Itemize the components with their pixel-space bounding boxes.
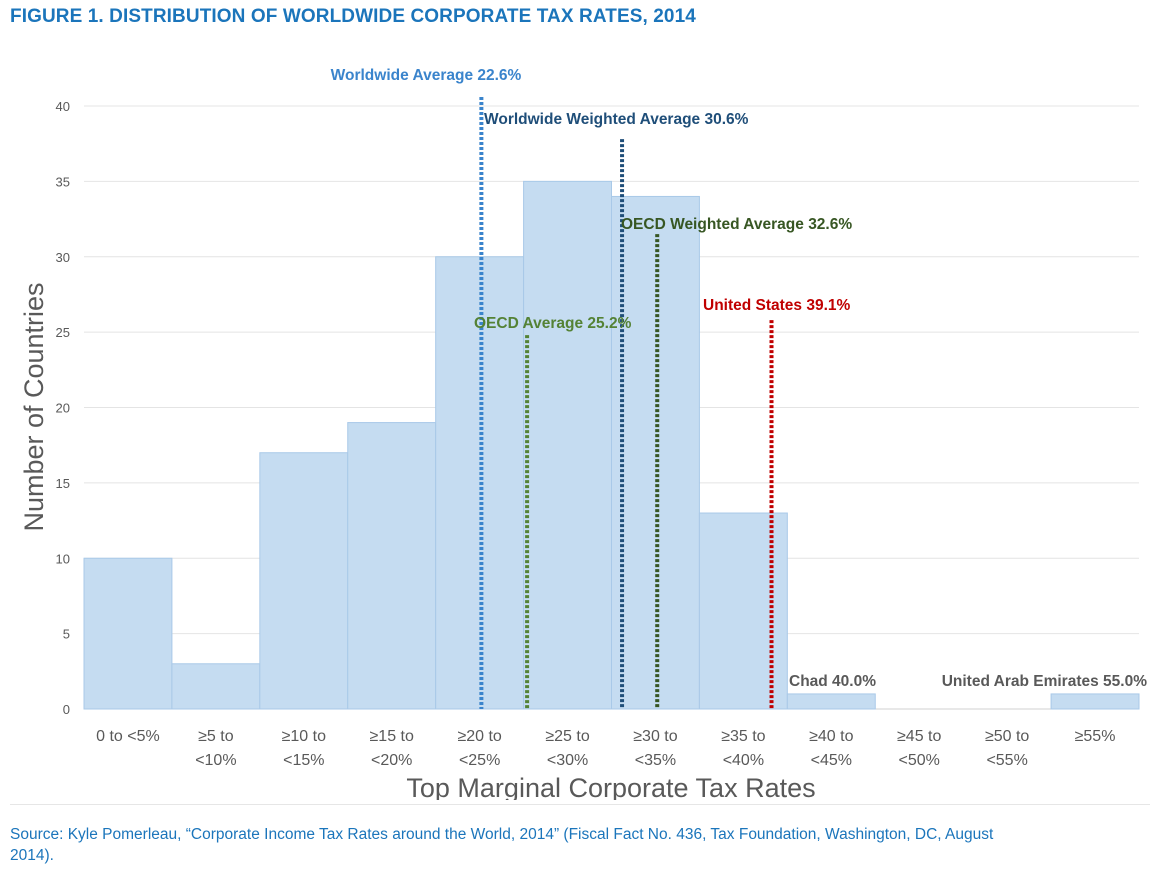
bar (698, 512, 788, 710)
y-tick-label: 10 (56, 551, 70, 566)
reference-lines (479, 96, 774, 709)
y-tick-label: 20 (56, 401, 70, 416)
x-tick-label: ≥5 to <10% (195, 728, 236, 769)
x-tick-label: ≥15 to <20% (370, 728, 414, 769)
y-axis-title: Number of Countries (19, 282, 49, 531)
x-tick-label: 0 to <5% (96, 728, 160, 745)
reference-line-label: OECD Average 25.2% (474, 315, 632, 332)
y-tick-label: 25 (56, 325, 70, 340)
bar (786, 693, 876, 710)
y-tick-label: 40 (56, 99, 70, 114)
y-tick-label: 0 (63, 702, 70, 717)
y-tick-label: 30 (56, 250, 70, 265)
x-axis-title: Top Marginal Corporate Tax Rates (406, 773, 815, 800)
x-tick-label: ≥30 to <35% (633, 728, 677, 769)
bars (83, 180, 1140, 710)
x-tick-label: ≥45 to <50% (897, 728, 941, 769)
y-axis-ticks: 0 5 10 15 20 25 30 35 40 (56, 99, 70, 717)
reference-line-label: OECD Weighted Average 32.6% (621, 216, 852, 233)
x-tick-label: ≥50 to <55% (985, 728, 1029, 769)
x-tick-label: ≥55% (1075, 728, 1116, 745)
reference-line-label: Worldwide Weighted Average 30.6% (484, 111, 749, 128)
bar (83, 557, 173, 710)
bar (523, 180, 612, 710)
source-note: Source: Kyle Pomerleau, “Corporate Incom… (10, 826, 994, 864)
annotations: Worldwide Average 22.6% Worldwide Weighte… (331, 67, 1148, 690)
x-tick-label: ≥20 to <25% (457, 728, 501, 769)
reference-line-label: Worldwide Average 22.6% (331, 67, 522, 84)
bar (259, 452, 349, 710)
bar (171, 663, 261, 710)
bar (347, 422, 437, 710)
x-axis-ticks: 0 to <5% ≥5 to <10% ≥10 to <15% ≥15 to <20% ≥20… (96, 728, 1115, 769)
x-tick-label: ≥10 to <15% (282, 728, 326, 769)
y-tick-label: 5 (63, 627, 70, 642)
x-tick-label: ≥40 to <45% (809, 728, 853, 769)
footer-divider (10, 804, 1150, 805)
bar-annotation-label: United Arab Emirates 55.0% (942, 673, 1148, 690)
bar (1050, 693, 1140, 710)
y-tick-label: 35 (56, 174, 70, 189)
figure-title: FIGURE 1. DISTRIBUTION OF WORLDWIDE CORP… (10, 6, 696, 27)
x-tick-label: ≥35 to <40% (721, 728, 765, 769)
x-tick-label: ≥25 to <30% (545, 728, 589, 769)
histogram-chart: 0 5 10 15 20 25 30 35 40 0 to <5% ≥5 to <10% ≥10 to… (19, 67, 1148, 800)
y-tick-label: 15 (56, 476, 70, 491)
reference-line-label: United States 39.1% (703, 297, 851, 314)
bar-annotation-label: Chad 40.0% (789, 673, 876, 690)
